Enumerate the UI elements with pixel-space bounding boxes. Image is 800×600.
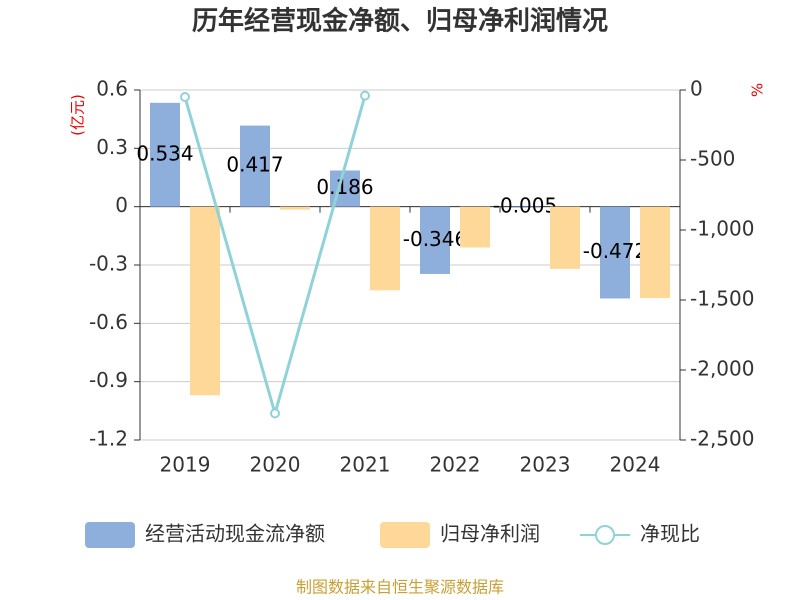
- y-tick-label: 0.3: [96, 135, 128, 159]
- bar: [280, 206, 310, 210]
- legend-label: 归母净利润: [440, 522, 540, 546]
- y-tick-label: 0.6: [96, 77, 128, 101]
- x-tick-label: 2024: [610, 453, 661, 477]
- bar: [190, 206, 220, 396]
- bar: [420, 206, 450, 274]
- line-point: [180, 92, 190, 102]
- y2-tick-label: 0: [690, 77, 703, 101]
- y2-tick-label: -1,500: [690, 287, 754, 311]
- legend-swatch: [595, 525, 615, 545]
- chart-title: 历年经营现金净额、归母净利润情况: [192, 6, 608, 37]
- y-tick-label: -1.2: [89, 427, 128, 451]
- data-label: 0.417: [226, 153, 283, 177]
- data-label: -0.472: [583, 239, 647, 263]
- bar: [460, 206, 490, 248]
- bar: [550, 206, 580, 269]
- bar: [640, 206, 670, 299]
- bar: [510, 206, 540, 208]
- bar: [370, 206, 400, 291]
- bar: [600, 206, 630, 299]
- bar: [150, 102, 180, 207]
- line-point: [360, 90, 370, 101]
- legend-swatch: [380, 522, 430, 548]
- y2-tick-label: -500: [690, 147, 735, 171]
- y-tick-label: 0: [115, 193, 128, 217]
- y2-tick-label: -2,500: [690, 427, 754, 451]
- x-tick-label: 2020: [250, 453, 301, 477]
- y-tick-label: -0.3: [89, 252, 128, 276]
- bar: [240, 125, 270, 207]
- legend-swatch: [85, 522, 135, 548]
- data-label: -0.346: [403, 227, 467, 251]
- legend-label: 经营活动现金流净额: [145, 522, 325, 546]
- data-label: 0.534: [136, 141, 193, 165]
- y2-tick-label: -1,000: [690, 217, 754, 241]
- x-tick-label: 2019: [160, 453, 211, 477]
- y2-axis-label: %: [749, 83, 767, 97]
- data-label: -0.005: [493, 194, 557, 218]
- x-tick-label: 2023: [520, 453, 571, 477]
- source-note: 制图数据来自恒生聚源数据库: [296, 578, 504, 597]
- legend-label: 净现比: [640, 522, 700, 546]
- y-axis-label: (亿元): [69, 94, 87, 136]
- data-label: 0.186: [316, 175, 373, 199]
- x-tick-label: 2022: [430, 453, 481, 477]
- y2-tick-label: -2,000: [690, 357, 754, 381]
- y-tick-label: -0.6: [89, 310, 128, 334]
- x-tick-label: 2021: [340, 453, 391, 477]
- line-point: [270, 408, 280, 419]
- y-tick-label: -0.9: [89, 368, 128, 392]
